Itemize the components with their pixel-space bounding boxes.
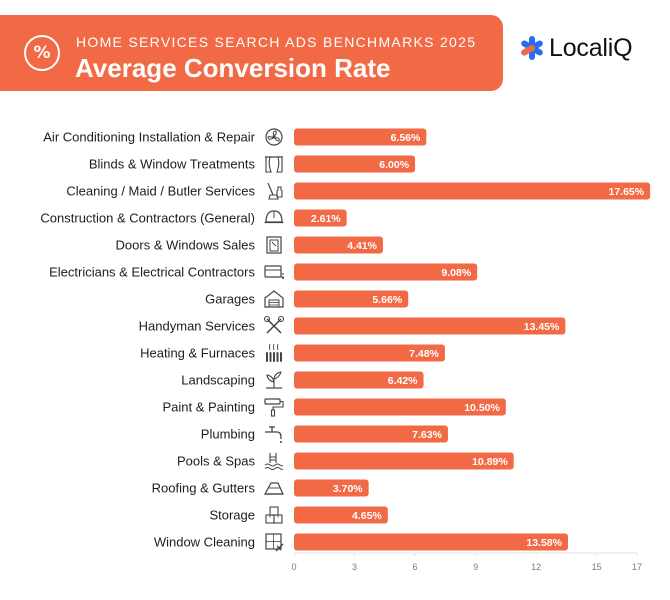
faucet-icon — [265, 426, 282, 443]
bar-row: Blinds & Window Treatments 6.00% — [89, 155, 416, 173]
bar-row: Doors & Windows Sales 4.41% — [116, 236, 383, 254]
door-icon — [266, 236, 282, 254]
window-squeegee-icon — [265, 533, 284, 552]
brand-logo: LocaliQ — [520, 33, 633, 63]
pool-icon — [264, 453, 284, 470]
garage-icon — [264, 290, 284, 308]
bar — [294, 398, 506, 416]
localiq-asterisk-icon — [521, 36, 543, 60]
category-label: Handyman Services — [139, 319, 256, 334]
fan-icon — [265, 128, 283, 146]
category-label: Plumbing — [201, 427, 255, 442]
bar-row: Air Conditioning Installation & Repair 6.… — [43, 128, 427, 146]
bar — [294, 155, 416, 173]
bar-row: Handyman Services 13.45% — [139, 315, 566, 335]
hard-hat-icon — [264, 210, 284, 224]
header-banner: % HOME SERVICES SEARCH ADS BENCHMARKS 20… — [0, 15, 503, 91]
value-label: 6.56% — [391, 132, 421, 144]
curtains-icon — [265, 156, 283, 173]
bar — [294, 236, 383, 254]
bar — [294, 479, 369, 497]
radiator-icon — [266, 343, 282, 362]
bar-row: Heating & Furnaces 7.48% — [140, 343, 445, 362]
paint-roller-icon — [264, 398, 284, 417]
value-label: 7.63% — [412, 429, 442, 441]
category-label: Doors & Windows Sales — [116, 238, 256, 253]
bar — [294, 371, 424, 389]
x-tick-label: 12 — [531, 562, 541, 572]
bar — [294, 317, 566, 335]
bar — [294, 263, 478, 281]
x-tick-label: 15 — [592, 562, 602, 572]
plant-icon — [266, 371, 282, 389]
bar-row: Paint & Painting 10.50% — [162, 398, 506, 417]
electrical-outlet-icon — [264, 265, 284, 279]
category-label: Electricians & Electrical Contractors — [49, 265, 255, 280]
category-label: Window Cleaning — [154, 535, 255, 550]
bar — [294, 506, 388, 524]
bar — [294, 452, 514, 470]
bar-row: Garages 5.66% — [205, 290, 409, 308]
bar-row: Electricians & Electrical Contractors 9.0… — [49, 263, 478, 281]
bar — [294, 182, 651, 200]
bar-row: Construction & Contractors (General) 2.61… — [40, 209, 347, 227]
value-label: 10.50% — [464, 402, 500, 414]
x-tick-label: 3 — [352, 562, 357, 572]
value-label: 6.00% — [379, 159, 409, 171]
bar-row: Window Cleaning 13.58% — [154, 533, 568, 552]
category-label: Roofing & Gutters — [152, 481, 256, 496]
category-label: Construction & Contractors (General) — [40, 211, 255, 226]
brand-name: LocaliQ — [549, 33, 633, 62]
value-label: 7.48% — [409, 348, 439, 360]
value-label: 10.89% — [472, 456, 508, 468]
category-label: Cleaning / Maid / Butler Services — [66, 184, 255, 199]
roof-icon — [263, 482, 284, 495]
bar — [294, 209, 347, 227]
bar-row: Roofing & Gutters 3.70% — [152, 479, 369, 497]
bar-row: Pools & Spas 10.89% — [177, 452, 514, 470]
category-label: Air Conditioning Installation & Repair — [43, 130, 255, 145]
value-label: 6.42% — [388, 375, 418, 387]
x-tick-label: 0 — [291, 562, 296, 572]
value-label: 4.65% — [352, 510, 382, 522]
bar-row: Plumbing 7.63% — [201, 425, 448, 443]
bar — [294, 533, 568, 551]
bar — [294, 128, 427, 146]
category-label: Heating & Furnaces — [140, 346, 255, 361]
tools-icon — [263, 315, 285, 334]
value-label: 5.66% — [372, 294, 402, 306]
boxes-icon — [265, 506, 283, 524]
bar — [294, 344, 445, 362]
value-label: 13.58% — [526, 537, 562, 549]
percent-icon: % — [24, 35, 60, 71]
value-label: 13.45% — [524, 321, 560, 333]
value-label: 3.70% — [333, 483, 363, 495]
page-title: Average Conversion Rate — [75, 53, 391, 83]
bar-row: Storage 4.65% — [209, 506, 388, 524]
bar — [294, 290, 409, 308]
value-label: 4.41% — [347, 240, 377, 252]
report-supertitle: HOME SERVICES SEARCH ADS BENCHMARKS 2025 — [76, 34, 477, 50]
value-label: 17.65% — [608, 186, 644, 198]
x-tick-label: 17 — [632, 562, 642, 572]
category-label: Storage — [209, 508, 255, 523]
category-label: Paint & Painting — [162, 400, 255, 415]
category-label: Garages — [205, 292, 255, 307]
value-label: 2.61% — [311, 213, 341, 225]
value-label: 9.08% — [441, 267, 471, 279]
bar-row: Cleaning / Maid / Butler Services 17.65% — [66, 182, 651, 200]
category-label: Pools & Spas — [177, 454, 256, 469]
x-tick-label: 6 — [413, 562, 418, 572]
category-label: Landscaping — [181, 373, 255, 388]
category-label: Blinds & Window Treatments — [89, 157, 256, 172]
bar-row: Landscaping 6.42% — [181, 371, 424, 389]
x-tick-label: 9 — [473, 562, 478, 572]
cleaning-icon — [267, 182, 283, 200]
bar — [294, 425, 448, 443]
